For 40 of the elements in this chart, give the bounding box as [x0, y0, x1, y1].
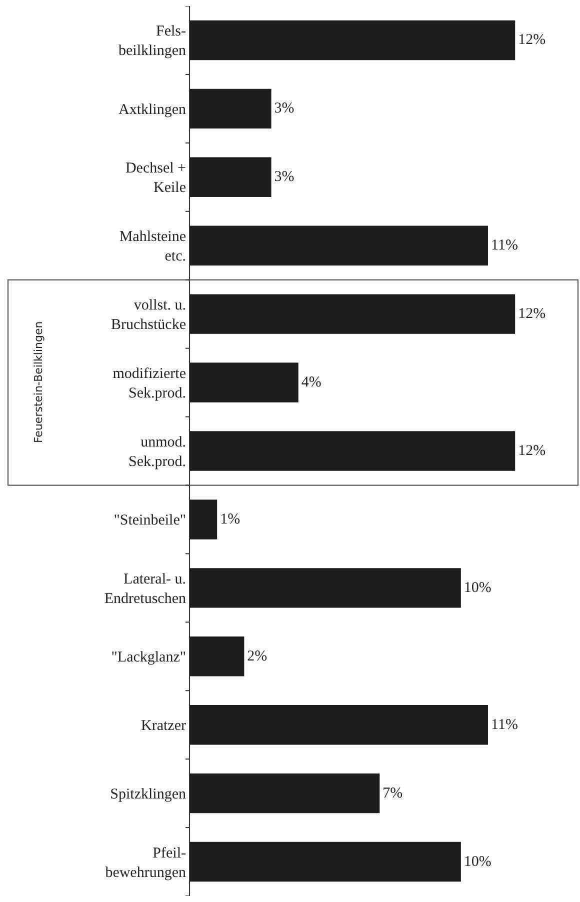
bar: [190, 431, 516, 471]
y-tick-label: Axtklingen: [118, 102, 186, 118]
y-tick-label: Pfeil- bewehrungen: [105, 845, 186, 881]
bar: [190, 842, 461, 882]
bar: [190, 20, 516, 60]
bar: [190, 88, 272, 129]
bar: [190, 226, 488, 266]
bar: [190, 773, 380, 814]
data-label: 11%: [491, 238, 518, 254]
data-label: 12%: [518, 32, 546, 48]
data-label: 4%: [301, 374, 322, 391]
data-label: 7%: [382, 785, 403, 802]
y-tick-label: unmod. Sek.prod.: [128, 434, 186, 470]
text: Feuerstein-Beilklingen: [32, 321, 45, 444]
data-label: 11%: [491, 716, 518, 733]
bar: [190, 568, 461, 608]
y-tick-label: Spitzklingen: [110, 786, 186, 803]
data-label: 2%: [247, 648, 268, 664]
data-label: 10%: [464, 580, 492, 596]
y-tick-label: Lateral- u. Endretuschen: [104, 571, 186, 607]
y-tick-label: Kratzer: [141, 718, 186, 734]
data-label: 10%: [464, 854, 492, 870]
data-label: 3%: [274, 100, 294, 117]
y-tick-label: Mahlsteine etc.: [119, 229, 186, 265]
y-tick-label: modifizierte Sek.prod.: [112, 366, 186, 402]
data-label: 1%: [220, 511, 240, 528]
bar: [190, 362, 298, 402]
y-tick-label: Fels- beilklingen: [118, 24, 186, 60]
bar: [190, 704, 488, 745]
bar: [190, 294, 516, 334]
bar: [190, 157, 272, 198]
bar: [190, 636, 244, 676]
data-label: 12%: [518, 443, 546, 459]
data-label: 3%: [274, 169, 294, 186]
y-tick-label: "Lackglanz": [111, 650, 186, 666]
bar: [190, 500, 218, 540]
y-tick-label: vollst. u. Bruchstücke: [111, 298, 186, 334]
data-label: 12%: [518, 306, 546, 322]
y-tick-label: Dechsel + Keile: [125, 160, 186, 196]
y-tick-label: "Steinbeile": [114, 512, 186, 529]
